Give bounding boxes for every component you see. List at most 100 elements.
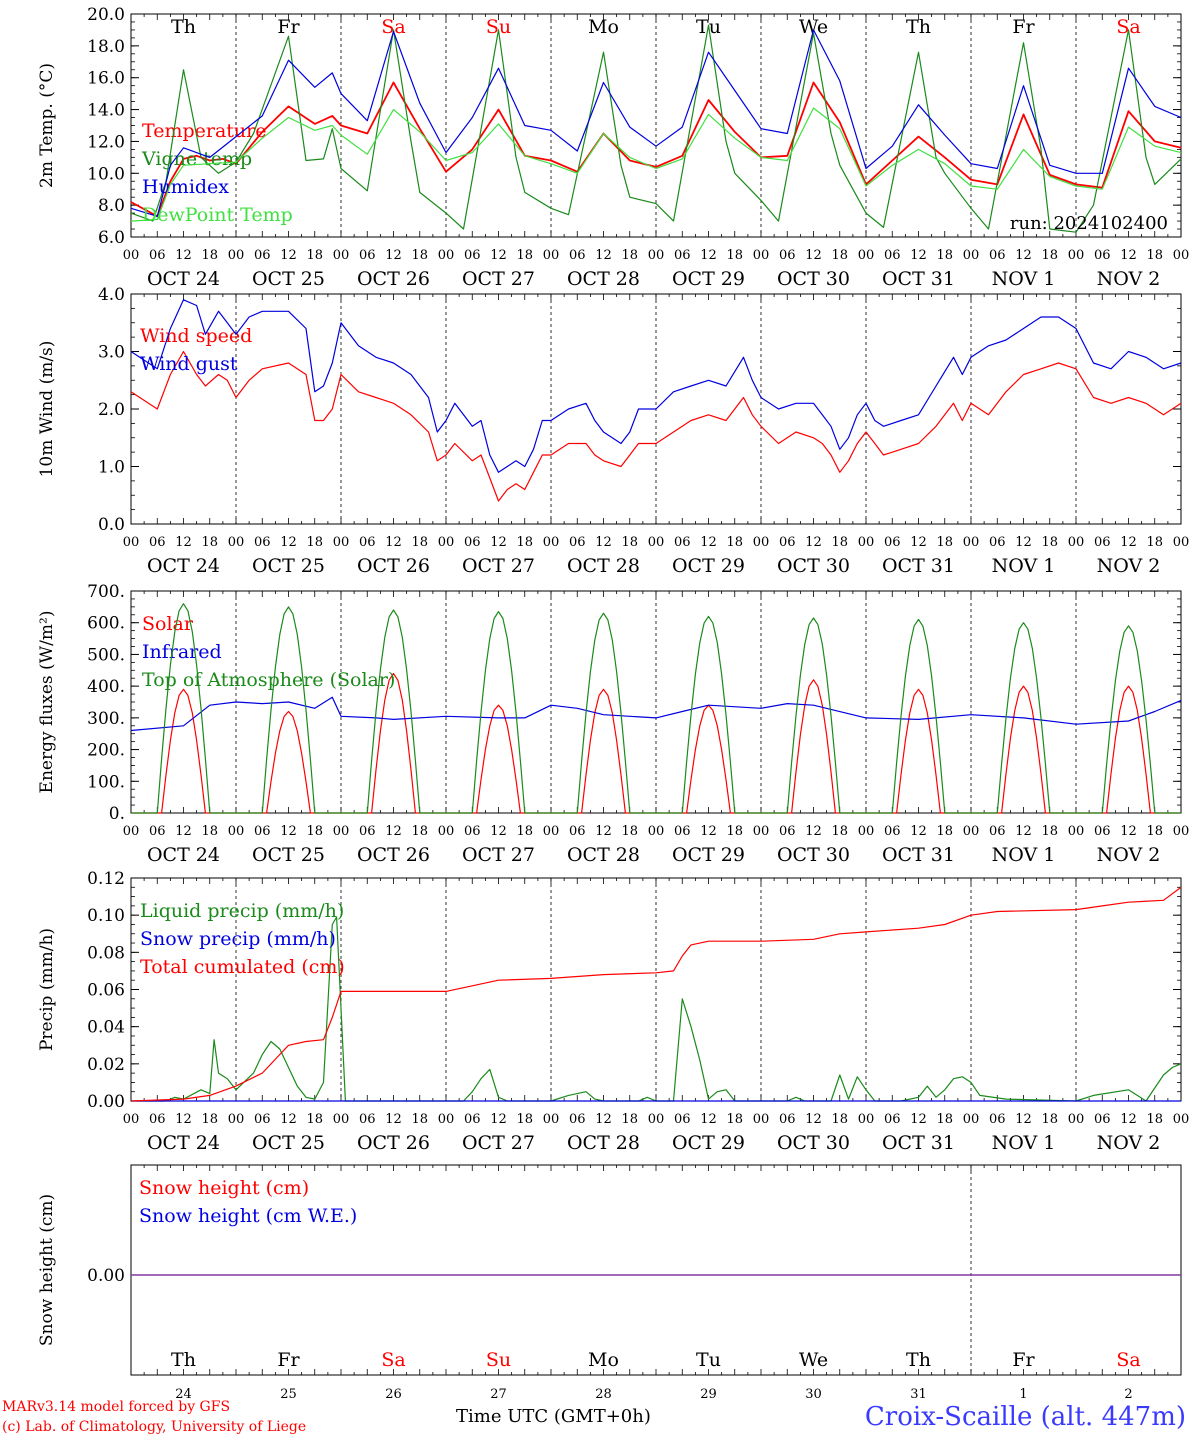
hour-tick-label: 18 xyxy=(936,535,953,550)
hour-tick-label: 00 xyxy=(333,248,350,263)
hour-tick-label: 00 xyxy=(228,248,245,263)
hour-tick-label: 06 xyxy=(884,248,901,263)
hour-tick-label: 12 xyxy=(700,248,717,263)
hour-tick-label: 12 xyxy=(595,1112,612,1127)
date-label: OCT 29 xyxy=(672,268,745,290)
hour-tick-label: 06 xyxy=(254,535,271,550)
series-line xyxy=(130,299,1182,473)
hour-tick-label: 18 xyxy=(726,248,743,263)
hour-tick-label: 00 xyxy=(753,248,770,263)
panel-1: 6.0 8.0 10.0 12.0 14.0 16.0 18.0 20.0 2m Temp. (… xyxy=(37,5,1189,290)
hour-tick-label: 12 xyxy=(595,824,612,839)
weekday-label: Sa xyxy=(1116,1349,1140,1371)
y-tick-label: 200. xyxy=(87,741,125,761)
hour-tick-label: 18 xyxy=(306,248,323,263)
hour-tick-label: 00 xyxy=(963,1112,980,1127)
hour-tick-label: 12 xyxy=(595,535,612,550)
legend-entry: Temperature xyxy=(142,120,266,142)
date-label: OCT 29 xyxy=(672,1132,745,1154)
legend-entry: Top of Atmosphere (Solar) xyxy=(142,669,395,691)
hour-tick-label: 00 xyxy=(753,1112,770,1127)
series-line xyxy=(130,107,1182,222)
hour-tick-label: 12 xyxy=(1120,535,1137,550)
y-tick-label: 500. xyxy=(87,645,125,665)
hour-tick-label: 00 xyxy=(858,824,875,839)
date-label: NOV 1 xyxy=(992,555,1056,577)
hour-tick-label: 00 xyxy=(438,535,455,550)
hour-tick-label: 18 xyxy=(516,1112,533,1127)
hour-tick-label: 06 xyxy=(884,1112,901,1127)
station-name: Croix-Scaille (alt. 447m) xyxy=(864,1402,1186,1432)
hour-tick-label: 06 xyxy=(359,824,376,839)
date-label: OCT 24 xyxy=(147,268,220,290)
y-tick-label: 6.0 xyxy=(98,228,125,248)
hour-tick-label: 18 xyxy=(726,535,743,550)
y-tick-label: 300. xyxy=(87,709,125,729)
hour-tick-label: 00 xyxy=(543,248,560,263)
weekday-label: Su xyxy=(486,1349,511,1371)
hour-tick-label: 18 xyxy=(831,248,848,263)
y-axis-label: 2m Temp. (°C) xyxy=(37,63,57,188)
weekday-label: Th xyxy=(171,16,196,38)
legend-entry: Vigne temp xyxy=(141,148,252,170)
hour-tick-label: 00 xyxy=(123,1112,140,1127)
date-label: NOV 2 xyxy=(1097,555,1161,577)
hour-tick-label: 06 xyxy=(674,1112,691,1127)
hour-tick-label: 12 xyxy=(910,248,927,263)
hour-tick-label: 12 xyxy=(280,1112,297,1127)
day-number-label: 25 xyxy=(280,1387,297,1402)
hour-tick-label: 06 xyxy=(359,1112,376,1127)
date-label: OCT 26 xyxy=(357,1132,430,1154)
panel-2: 0.0 1.0 2.0 3.0 4.0 10m Wind (m/s) 00 06 12 18 00 0… xyxy=(37,285,1189,577)
hour-tick-label: 06 xyxy=(464,535,481,550)
weekday-label: Fr xyxy=(1012,1349,1035,1371)
legend-entry: Total cumulated (cm) xyxy=(140,956,345,978)
y-tick-label: 16.0 xyxy=(87,69,125,89)
hour-tick-label: 00 xyxy=(333,1112,350,1127)
y-tick-label: 12.0 xyxy=(87,132,125,152)
model-credit: MARv3.14 model forced by GFS xyxy=(2,1399,231,1415)
hour-tick-label: 00 xyxy=(648,535,665,550)
hour-tick-label: 00 xyxy=(228,824,245,839)
hour-tick-label: 12 xyxy=(280,535,297,550)
date-label: OCT 27 xyxy=(462,555,535,577)
date-label: OCT 30 xyxy=(777,268,850,290)
hour-tick-label: 06 xyxy=(359,248,376,263)
date-label: NOV 1 xyxy=(992,844,1056,866)
hour-tick-label: 06 xyxy=(569,824,586,839)
y-tick-label: 0.00 xyxy=(87,1266,125,1286)
run-annotation: run: 2024102400 xyxy=(1010,213,1168,234)
hour-tick-label: 00 xyxy=(858,1112,875,1127)
date-label: OCT 31 xyxy=(882,844,955,866)
hour-tick-label: 00 xyxy=(1068,248,1085,263)
series-line xyxy=(130,886,1182,1102)
weekday-label: Mo xyxy=(588,1349,619,1371)
hour-tick-label: 12 xyxy=(490,824,507,839)
hour-tick-label: 12 xyxy=(1015,824,1032,839)
hour-tick-label: 18 xyxy=(1146,824,1163,839)
date-label: OCT 28 xyxy=(567,844,640,866)
legend-entry: Snow precip (mm/h) xyxy=(140,928,336,950)
hour-tick-label: 06 xyxy=(149,535,166,550)
hour-tick-label: 00 xyxy=(543,824,560,839)
hour-tick-label: 00 xyxy=(858,535,875,550)
hour-tick-label: 06 xyxy=(989,824,1006,839)
hour-tick-label: 00 xyxy=(1173,535,1190,550)
lab-credit: (c) Lab. of Climatology, University of L… xyxy=(2,1419,307,1435)
hour-tick-label: 18 xyxy=(621,1112,638,1127)
panel-3: 0. 100. 200. 300. 400. 500. 600. 700. Energy flu… xyxy=(37,582,1189,866)
legend-entry: Humidex xyxy=(142,176,229,198)
hour-tick-label: 00 xyxy=(333,824,350,839)
hour-tick-label: 12 xyxy=(595,248,612,263)
y-tick-label: 0.12 xyxy=(87,869,125,889)
hour-tick-label: 18 xyxy=(411,535,428,550)
hour-tick-label: 18 xyxy=(1146,248,1163,263)
weekday-label: Sa xyxy=(1116,16,1140,38)
hour-tick-label: 12 xyxy=(700,824,717,839)
date-label: NOV 1 xyxy=(992,1132,1056,1154)
hour-tick-label: 06 xyxy=(779,248,796,263)
hour-tick-label: 12 xyxy=(175,824,192,839)
hour-tick-label: 06 xyxy=(674,824,691,839)
day-number-label: 1 xyxy=(1019,1387,1027,1402)
hour-tick-label: 18 xyxy=(831,1112,848,1127)
